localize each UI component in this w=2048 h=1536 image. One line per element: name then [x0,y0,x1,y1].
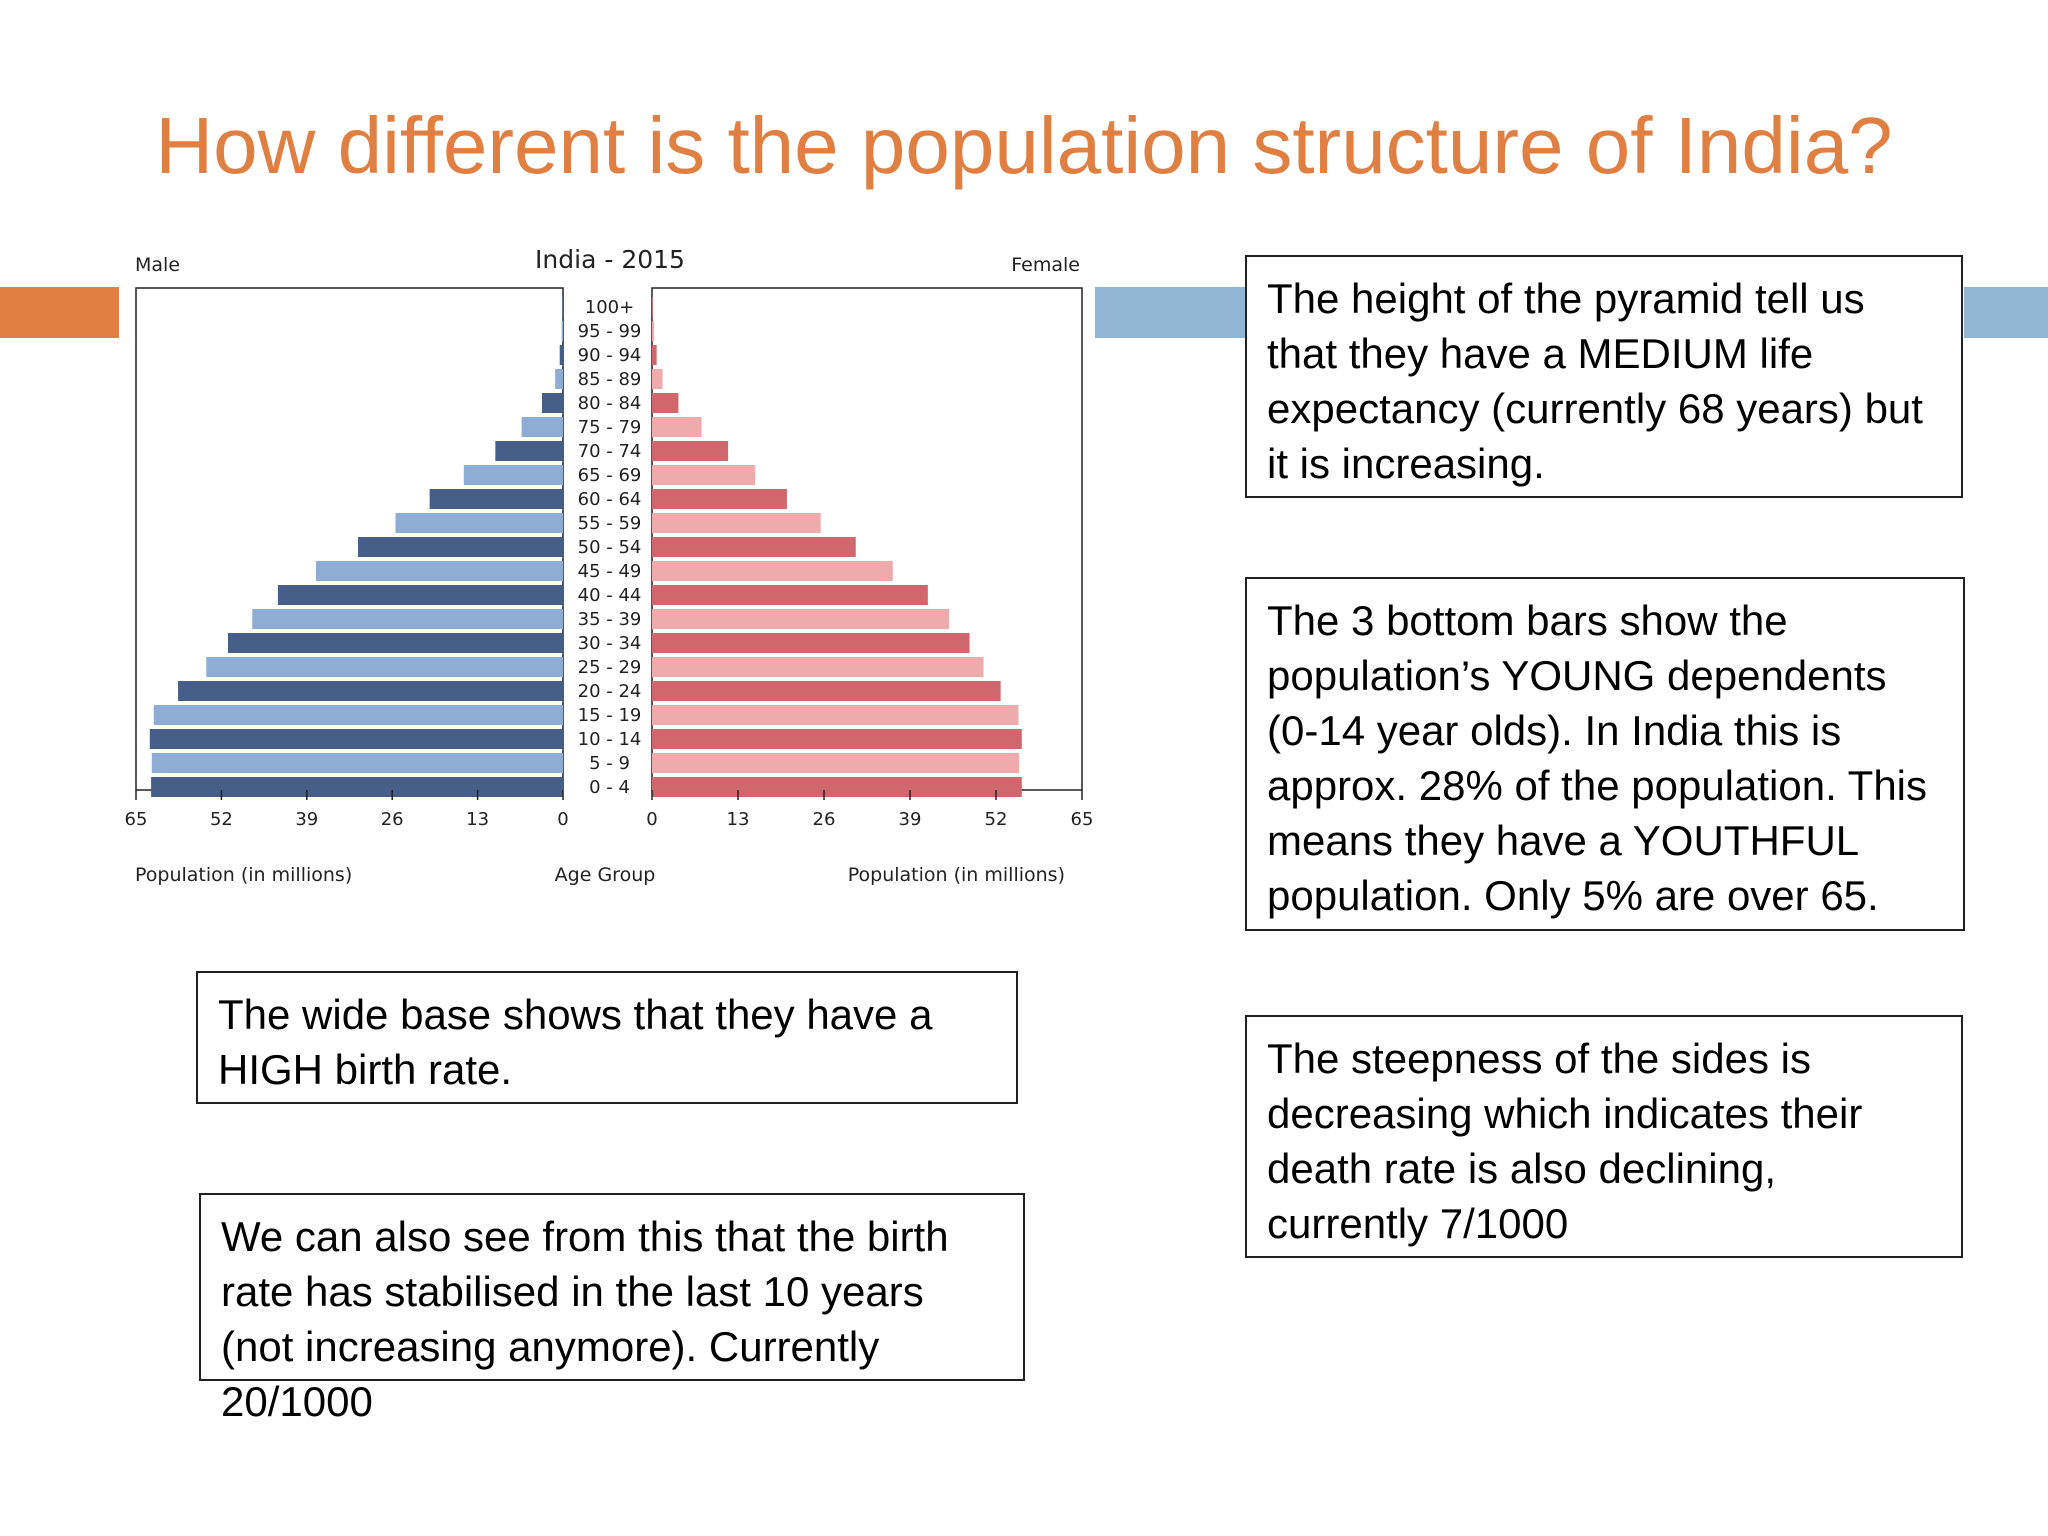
note-birth-rate-text: The wide base shows that they have a HIG… [218,991,933,1093]
male-bar-2 [559,345,563,365]
age-group-label-17: 15 - 19 [578,705,642,726]
female-bar-17 [652,705,1019,725]
accent-bar-right [1964,287,2048,338]
age-group-label-0: 100+ [585,297,634,318]
male-bar-20 [151,777,563,797]
female-xtick-label-1: 13 [727,809,750,830]
female-bar-7 [652,465,756,485]
female-xtick-label-2: 26 [813,809,836,830]
male-bar-8 [429,489,563,509]
population-pyramid-chart: India - 2015 Male Female 100+ 95 - 99 90 - 94… [120,230,1100,910]
age-group-label-12: 40 - 44 [578,585,642,606]
male-bar-0 [562,297,563,317]
age-group-label-19: 5 - 9 [589,753,630,774]
female-xtick-label-0: 0 [646,809,657,830]
male-xtick-label-3: 26 [381,809,404,830]
age-group-label-4: 80 - 84 [578,393,642,414]
female-bar-1 [652,321,654,341]
note-birth-rate-stabilised-text: We can also see from this that the birth… [221,1213,949,1425]
age-group-label-10: 50 - 54 [578,537,642,558]
note-young-dependents-text: The 3 bottom bars show the population’s … [1267,597,1928,919]
age-group-label-8: 60 - 64 [578,489,642,510]
female-bar-19 [652,753,1020,773]
female-bar-5 [652,417,702,437]
male-bar-18 [149,729,563,749]
age-group-label-2: 90 - 94 [578,345,642,366]
male-bar-7 [463,465,563,485]
male-bar-1 [561,321,563,341]
male-xtick-label-0: 65 [125,809,148,830]
male-bar-13 [252,609,563,629]
note-young-dependents: The 3 bottom bars show the population’s … [1245,577,1965,931]
age-group-label-3: 85 - 89 [578,369,642,390]
female-bar-9 [652,513,821,533]
female-bar-13 [652,609,950,629]
male-bar-12 [277,585,563,605]
male-xtick-label-5: 0 [557,809,568,830]
slide-title: How different is the population structur… [155,101,1893,190]
chart-title: India - 2015 [535,245,685,274]
note-life-expectancy-text: The height of the pyramid tell us that t… [1267,275,1923,487]
accent-bar-left [0,287,119,338]
female-bar-20 [652,777,1022,797]
note-death-rate: The steepness of the sides is decreasing… [1245,1015,1963,1258]
population-pyramid-svg: India - 2015 Male Female 100+ 95 - 99 90 - 94… [125,245,1094,886]
male-bar-10 [358,537,563,557]
age-group-label-18: 10 - 14 [578,729,642,750]
female-bar-10 [652,537,856,557]
female-label: Female [1011,254,1080,276]
male-xtick-label-4: 13 [466,809,489,830]
female-bar-3 [652,369,663,389]
female-xtick-label-4: 52 [985,809,1008,830]
male-bar-19 [151,753,563,773]
age-group-label-13: 35 - 39 [578,609,642,630]
age-group-axis-label: Age Group [555,864,656,886]
accent-bar-middle [1095,287,1245,338]
male-bar-16 [178,681,563,701]
male-bar-3 [555,369,563,389]
female-bar-18 [652,729,1022,749]
note-birth-rate: The wide base shows that they have a HIG… [196,971,1018,1104]
female-bar-6 [652,441,729,461]
male-bar-9 [395,513,563,533]
age-group-label-16: 20 - 24 [578,681,642,702]
male-axis-label: Population (in millions) [135,864,352,886]
note-birth-rate-stabilised: We can also see from this that the birth… [199,1193,1025,1425]
male-bar-11 [315,561,563,581]
female-bar-0 [652,297,653,317]
age-group-label-6: 70 - 74 [578,441,642,462]
age-group-label-1: 95 - 99 [578,321,642,342]
male-bar-17 [153,705,563,725]
age-group-label-15: 25 - 29 [578,657,642,678]
female-bar-12 [652,585,928,605]
female-bar-14 [652,633,970,653]
male-xtick-label-2: 39 [295,809,318,830]
age-group-label-9: 55 - 59 [578,513,642,534]
age-group-label-11: 45 - 49 [578,561,642,582]
female-bar-11 [652,561,893,581]
female-xtick-label-3: 39 [899,809,922,830]
male-xtick-label-1: 52 [210,809,233,830]
female-bar-2 [652,345,657,365]
female-bar-8 [652,489,787,509]
male-label: Male [135,254,180,276]
male-bar-5 [521,417,563,437]
male-bar-6 [495,441,563,461]
age-group-label-5: 75 - 79 [578,417,642,438]
female-axis-label: Population (in millions) [848,864,1065,886]
note-death-rate-text: The steepness of the sides is decreasing… [1267,1035,1863,1247]
age-group-label-14: 30 - 34 [578,633,642,654]
male-bar-15 [206,657,563,677]
age-group-label-20: 0 - 4 [589,777,630,798]
age-group-label-7: 65 - 69 [578,465,642,486]
note-life-expectancy: The height of the pyramid tell us that t… [1245,255,1963,498]
female-xtick-label-5: 65 [1071,809,1094,830]
male-bar-4 [541,393,563,413]
female-bar-4 [652,393,679,413]
female-bar-16 [652,681,1001,701]
male-bar-14 [227,633,563,653]
female-bar-15 [652,657,984,677]
